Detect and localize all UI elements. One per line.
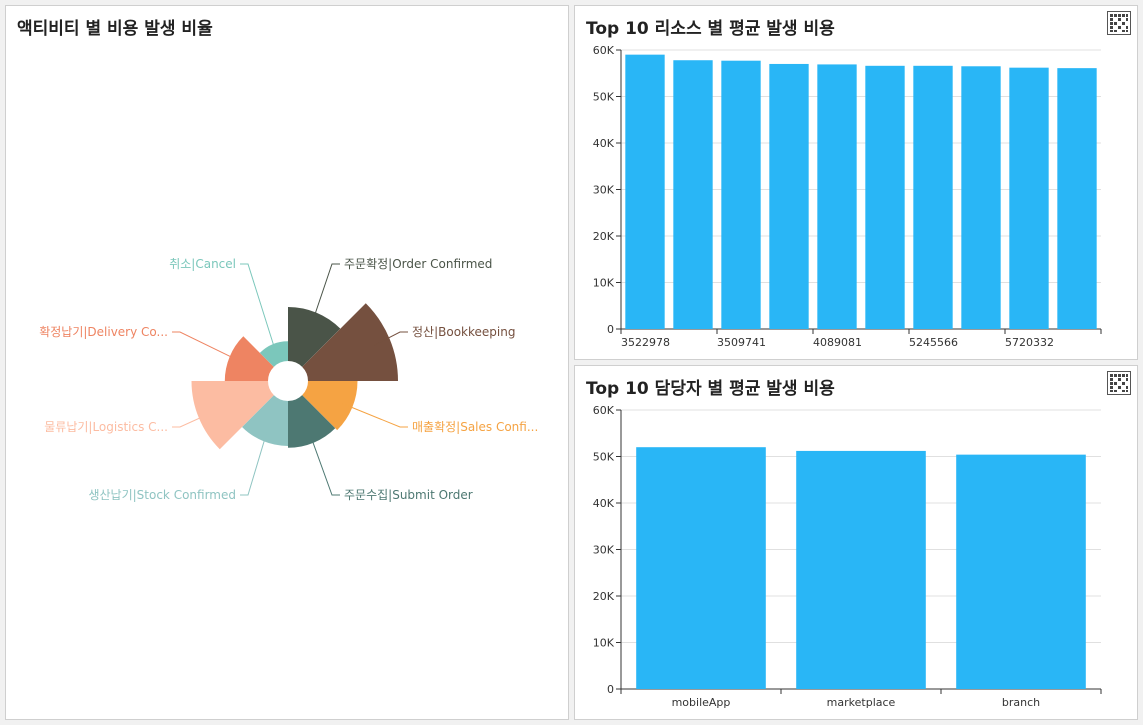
rose-slice[interactable] [191,381,274,450]
y-tick-label: 30K [593,544,615,557]
rose-slice[interactable] [242,395,288,446]
y-tick-label: 0 [607,323,614,336]
rose-label-line [240,431,268,496]
panel-title: 액티비티 별 비용 발생 비율 [17,19,213,39]
bar[interactable] [721,60,761,329]
panel-title: Top 10 리소스 별 평균 발생 비용 [586,19,835,39]
rose-slice[interactable] [259,341,288,367]
x-tick-label: 5245566 [909,336,958,349]
rose-slice-label: 매출확정|Sales Confi... [412,420,538,434]
rose-slice[interactable] [288,395,336,448]
activity-cost-panel: 액티비티 별 비용 발생 비율 주문확정|Order Confirmed 정산|B… [5,5,569,720]
rose-label-line [311,263,340,324]
y-tick-label: 20K [593,590,615,603]
bar[interactable] [1057,68,1097,329]
bar[interactable] [865,65,905,329]
grid-menu-icon[interactable] [1107,11,1131,35]
activity-rose-chart: 주문확정|Order Confirmed 정산|Bookkeeping 매출확정|S… [39,257,538,502]
bar[interactable] [625,54,665,330]
x-tick-label: 3522978 [621,336,670,349]
y-tick-label: 20K [593,230,615,243]
rose-label-line [374,331,408,346]
rose-slice-label: 정산|Bookkeeping [412,325,515,339]
rose-slice[interactable] [302,303,398,381]
resource-bar-chart: 0 10K 20K 30K 40K 50K 60K 3522978 3509741 4089081… [593,44,1102,349]
bar[interactable] [961,66,1001,330]
bar[interactable] [913,65,953,329]
rose-label-line [309,433,340,496]
x-tick-label: branch [1002,696,1040,709]
rose-slice[interactable] [288,307,341,367]
rose-slice-label: 확정납기|Delivery Co... [39,325,168,339]
bar[interactable] [956,454,1086,689]
x-tick-label: 3509741 [717,336,766,349]
x-tick-label: 5720332 [1005,336,1054,349]
rose-slice-label: 생산납기|Stock Confirmed [88,488,236,502]
bar[interactable] [769,63,809,329]
y-tick-label: 0 [607,683,614,696]
panel-title: Top 10 담당자 별 평균 발생 비용 [586,379,835,399]
x-tick-label: marketplace [827,696,896,709]
y-tick-label: 40K [593,497,615,510]
rose-slice-label: 취소|Cancel [169,257,236,271]
y-tick-label: 10K [593,637,615,650]
rose-label-line [172,411,213,428]
rose-slice-label: 주문확정|Order Confirmed [344,257,492,271]
y-tick-label: 60K [593,404,615,417]
rose-slice-label: 물류납기|Logistics C... [44,420,168,434]
resource-cost-panel: Top 10 리소스 별 평균 발생 비용 0 10K 20K 30K 40K 50K 60… [574,5,1138,360]
bar[interactable] [636,447,766,689]
bar[interactable] [796,450,926,689]
bar[interactable] [1009,67,1049,330]
x-tick-label: mobileApp [672,696,731,709]
y-tick-label: 40K [593,137,615,150]
staff-cost-panel: Top 10 담당자 별 평균 발생 비용 0 10K 20K 30K 40K 50K 60… [574,365,1138,720]
y-tick-label: 50K [593,451,615,464]
rose-slice-label: 주문수집|Submit Order [344,488,473,502]
y-tick-label: 10K [593,277,615,290]
rose-label-line [342,403,408,428]
grid-menu-icon[interactable] [1107,371,1131,395]
bar[interactable] [817,64,857,329]
rose-slice[interactable] [224,336,274,381]
bar[interactable] [673,60,713,329]
rose-slice[interactable] [302,381,358,431]
y-tick-label: 60K [593,44,615,57]
rose-label-line [172,331,239,361]
y-tick-label: 50K [593,91,615,104]
y-tick-label: 30K [593,184,615,197]
x-tick-label: 4089081 [813,336,862,349]
rose-label-line [240,263,276,350]
staff-bar-chart: 0 10K 20K 30K 40K 50K 60K mobileApp marketplace b… [593,404,1102,709]
